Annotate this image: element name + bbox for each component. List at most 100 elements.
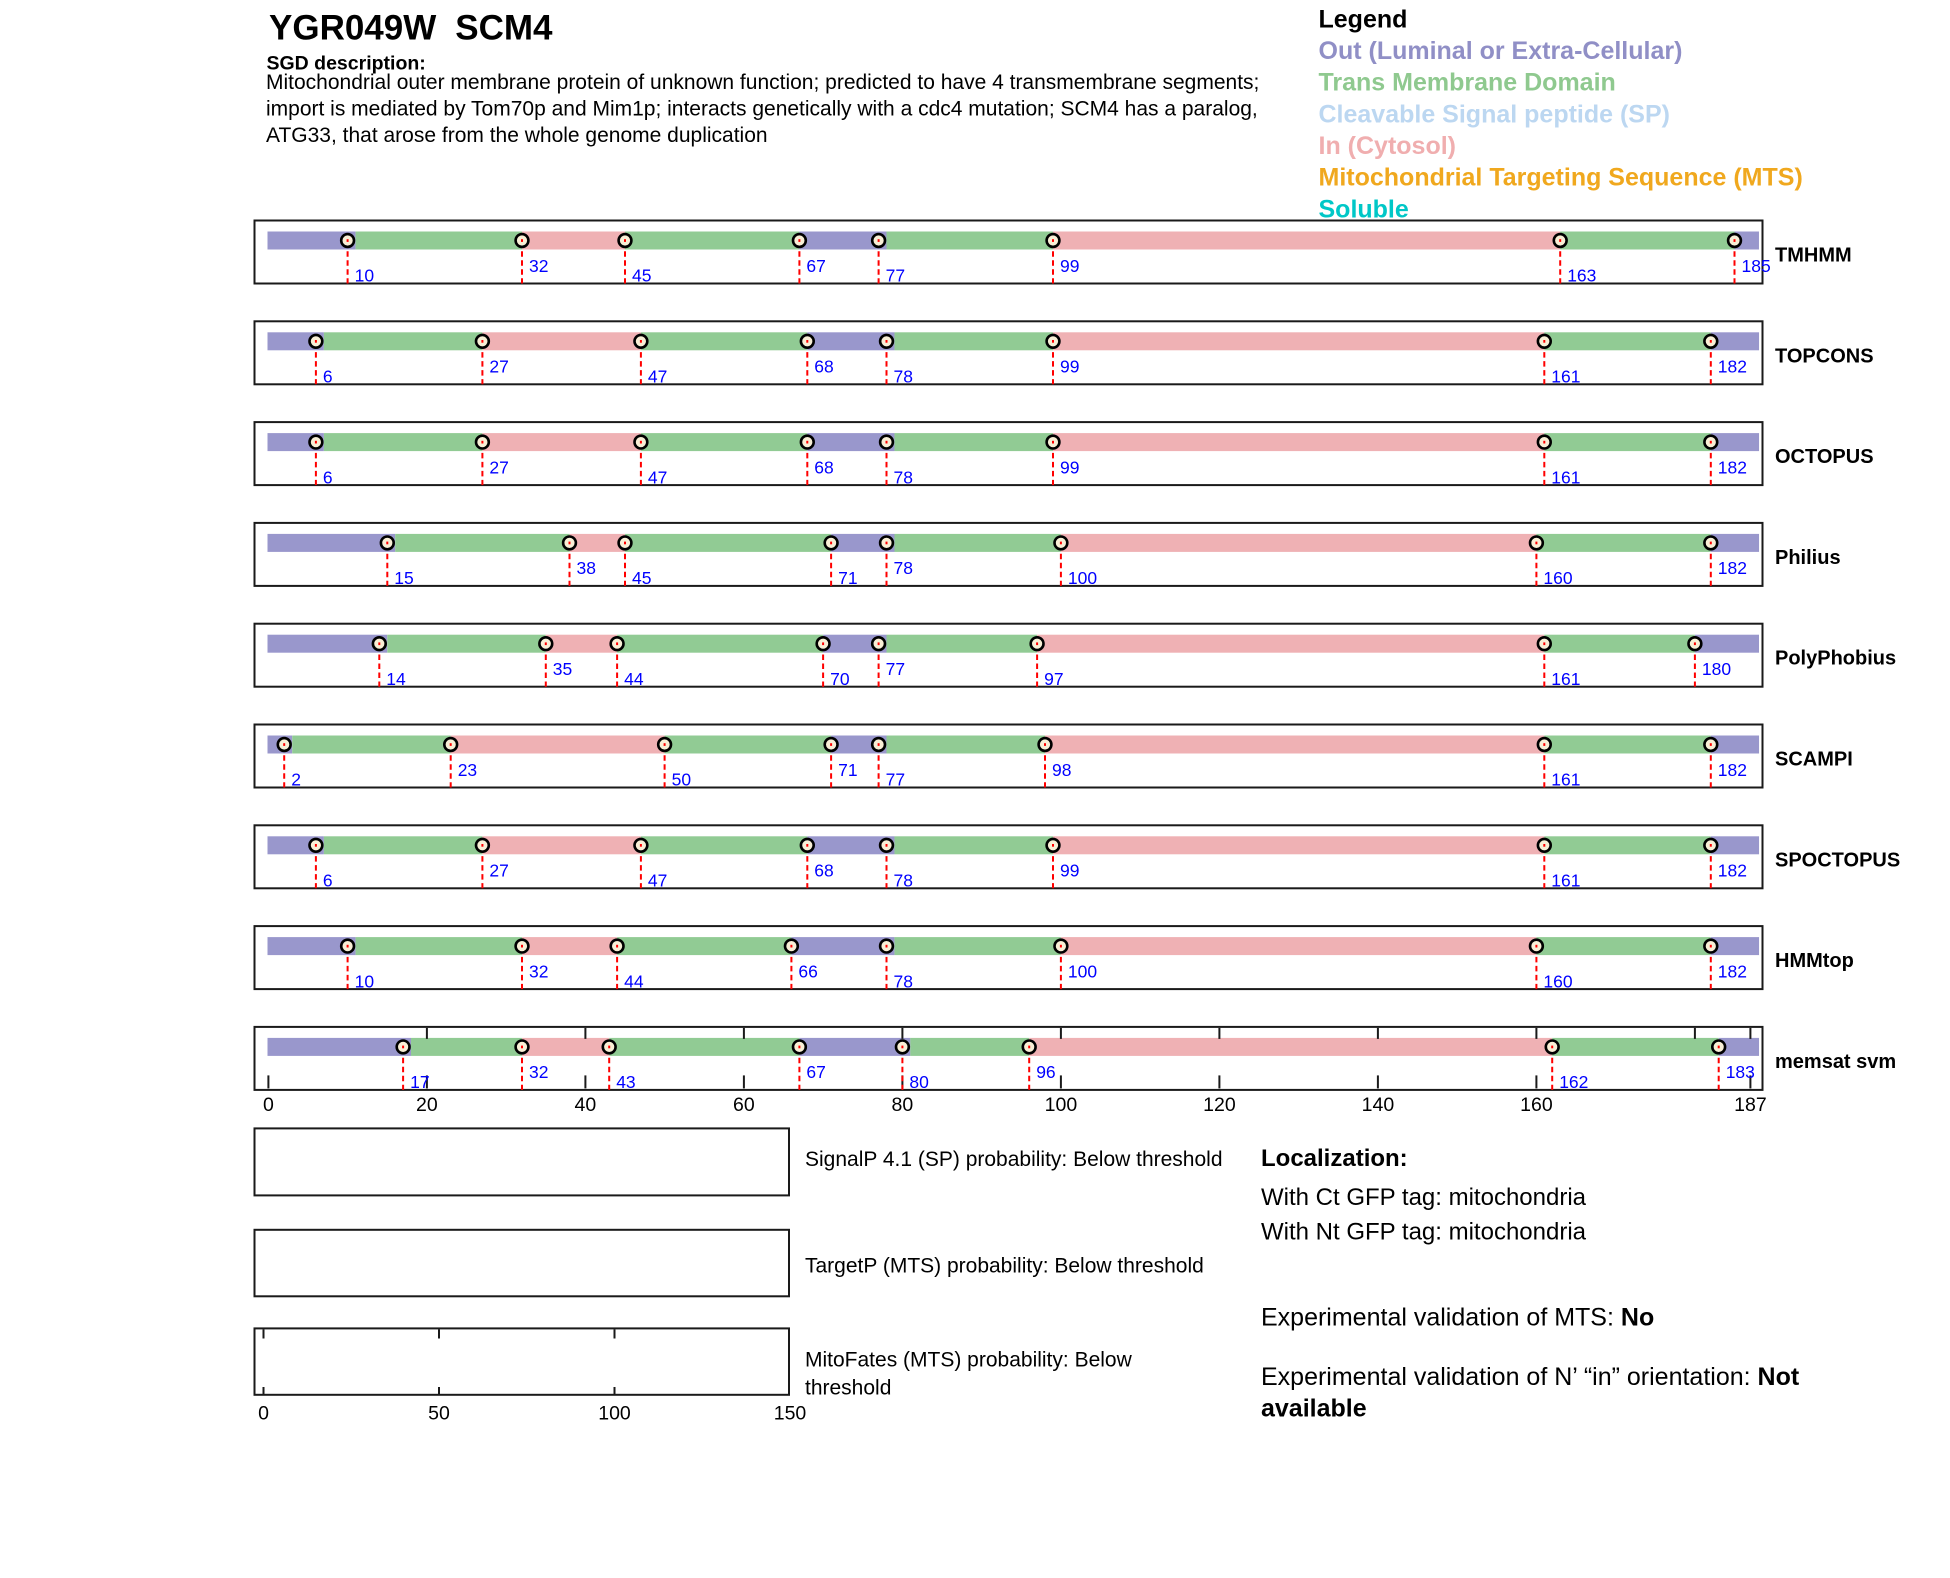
svg-text:71: 71 bbox=[838, 568, 857, 588]
svg-text:180: 180 bbox=[1702, 659, 1731, 679]
svg-text:44: 44 bbox=[624, 971, 644, 991]
svg-text:Mitochondrial outer membrane p: Mitochondrial outer membrane protein of … bbox=[266, 71, 1259, 94]
svg-text:80: 80 bbox=[892, 1094, 914, 1116]
svg-text:140: 140 bbox=[1362, 1094, 1395, 1116]
svg-text:27: 27 bbox=[489, 357, 508, 377]
svg-text:68: 68 bbox=[814, 861, 833, 881]
svg-text:47: 47 bbox=[648, 871, 667, 891]
svg-text:50: 50 bbox=[672, 770, 692, 790]
svg-text:182: 182 bbox=[1718, 760, 1747, 780]
svg-text:Out (Luminal or Extra-Cellular: Out (Luminal or Extra-Cellular) bbox=[1319, 37, 1683, 65]
svg-text:50: 50 bbox=[428, 1402, 450, 1424]
svg-text:70: 70 bbox=[830, 669, 850, 689]
svg-text:67: 67 bbox=[806, 256, 825, 276]
svg-text:47: 47 bbox=[648, 367, 667, 387]
svg-text:160: 160 bbox=[1543, 568, 1572, 588]
svg-text:71: 71 bbox=[838, 760, 857, 780]
svg-text:182: 182 bbox=[1718, 357, 1747, 377]
svg-text:150: 150 bbox=[774, 1402, 807, 1424]
svg-text:161: 161 bbox=[1551, 669, 1580, 689]
svg-text:27: 27 bbox=[489, 457, 508, 477]
svg-text:0: 0 bbox=[263, 1094, 274, 1116]
svg-text:78: 78 bbox=[894, 971, 913, 991]
svg-text:45: 45 bbox=[632, 266, 651, 286]
svg-text:MitoFates (MTS) probability: B: MitoFates (MTS) probability: Below bbox=[805, 1349, 1133, 1372]
svg-text:182: 182 bbox=[1718, 961, 1747, 981]
svg-text:6: 6 bbox=[323, 871, 333, 891]
svg-text:TOPCONS: TOPCONS bbox=[1775, 345, 1874, 367]
svg-text:161: 161 bbox=[1551, 467, 1580, 487]
svg-text:68: 68 bbox=[814, 357, 833, 377]
svg-text:In (Cytosol): In (Cytosol) bbox=[1319, 132, 1457, 160]
svg-text:100: 100 bbox=[1068, 568, 1097, 588]
svg-text:99: 99 bbox=[1060, 256, 1079, 276]
svg-text:Trans Membrane Domain: Trans Membrane Domain bbox=[1319, 69, 1616, 97]
svg-text:SignalP 4.1 (SP) probability:: SignalP 4.1 (SP) probability: Below thre… bbox=[805, 1148, 1223, 1171]
svg-text:TMHMM: TMHMM bbox=[1775, 245, 1852, 267]
svg-text:14: 14 bbox=[386, 669, 406, 689]
svg-text:import is mediated by Tom70p a: import is mediated by Tom70p and Mim1p; … bbox=[266, 97, 1258, 120]
svg-text:Soluble: Soluble bbox=[1319, 195, 1409, 223]
svg-text:38: 38 bbox=[577, 558, 596, 578]
svg-text:162: 162 bbox=[1559, 1072, 1588, 1092]
svg-text:23: 23 bbox=[458, 760, 477, 780]
svg-text:available: available bbox=[1261, 1394, 1367, 1422]
svg-text:10: 10 bbox=[355, 266, 375, 286]
svg-text:15: 15 bbox=[394, 568, 413, 588]
svg-text:Mitochondrial Targeting Sequen: Mitochondrial Targeting Sequence (MTS) bbox=[1319, 164, 1803, 192]
svg-text:Philius: Philius bbox=[1775, 547, 1841, 569]
svg-text:78: 78 bbox=[894, 871, 913, 891]
svg-text:Legend: Legend bbox=[1319, 5, 1408, 33]
svg-text:96: 96 bbox=[1036, 1062, 1055, 1082]
svg-text:68: 68 bbox=[814, 457, 833, 477]
svg-text:27: 27 bbox=[489, 861, 508, 881]
svg-text:182: 182 bbox=[1718, 457, 1747, 477]
svg-text:6: 6 bbox=[323, 467, 333, 487]
svg-text:With Ct GFP tag: mitochondria: With Ct GFP tag: mitochondria bbox=[1261, 1184, 1587, 1211]
svg-text:2: 2 bbox=[291, 770, 301, 790]
svg-text:35: 35 bbox=[553, 659, 572, 679]
svg-text:78: 78 bbox=[894, 558, 913, 578]
svg-text:67: 67 bbox=[806, 1062, 825, 1082]
svg-text:99: 99 bbox=[1060, 861, 1079, 881]
svg-text:44: 44 bbox=[624, 669, 644, 689]
svg-text:100: 100 bbox=[1068, 961, 1097, 981]
svg-text:160: 160 bbox=[1520, 1094, 1553, 1116]
svg-text:78: 78 bbox=[894, 367, 913, 387]
svg-text:10: 10 bbox=[355, 971, 375, 991]
svg-text:160: 160 bbox=[1543, 971, 1572, 991]
svg-text:17: 17 bbox=[410, 1072, 429, 1092]
svg-text:32: 32 bbox=[529, 1062, 548, 1082]
svg-text:32: 32 bbox=[529, 256, 548, 276]
svg-text:78: 78 bbox=[894, 467, 913, 487]
svg-text:182: 182 bbox=[1718, 861, 1747, 881]
svg-text:183: 183 bbox=[1726, 1062, 1755, 1082]
svg-text:SCAMPI: SCAMPI bbox=[1775, 749, 1853, 771]
svg-text:HMMtop: HMMtop bbox=[1775, 950, 1854, 972]
svg-text:185: 185 bbox=[1742, 256, 1771, 276]
svg-text:20: 20 bbox=[416, 1094, 438, 1116]
svg-text:99: 99 bbox=[1060, 357, 1079, 377]
svg-text:99: 99 bbox=[1060, 457, 1079, 477]
svg-text:182: 182 bbox=[1718, 558, 1747, 578]
svg-text:120: 120 bbox=[1203, 1094, 1236, 1116]
svg-text:Experimental validation of N’: Experimental validation of N’ “in” orien… bbox=[1261, 1363, 1800, 1391]
svg-text:0: 0 bbox=[258, 1402, 269, 1424]
svg-text:43: 43 bbox=[616, 1072, 635, 1092]
svg-text:Cleavable Signal peptide (SP): Cleavable Signal peptide (SP) bbox=[1319, 100, 1670, 128]
svg-text:77: 77 bbox=[886, 659, 905, 679]
svg-text:SPOCTOPUS: SPOCTOPUS bbox=[1775, 849, 1900, 871]
svg-text:77: 77 bbox=[886, 770, 905, 790]
svg-text:SGD description:: SGD description: bbox=[267, 52, 426, 74]
svg-text:163: 163 bbox=[1567, 266, 1596, 286]
svg-text:Localization:: Localization: bbox=[1261, 1145, 1408, 1172]
svg-text:80: 80 bbox=[909, 1072, 929, 1092]
svg-text:66: 66 bbox=[798, 961, 817, 981]
svg-text:40: 40 bbox=[575, 1094, 597, 1116]
svg-text:47: 47 bbox=[648, 467, 667, 487]
svg-text:TargetP (MTS) probability: Bel: TargetP (MTS) probability: Below thresho… bbox=[805, 1254, 1204, 1277]
svg-text:98: 98 bbox=[1052, 760, 1071, 780]
svg-text:6: 6 bbox=[323, 367, 333, 387]
svg-text:100: 100 bbox=[598, 1402, 631, 1424]
